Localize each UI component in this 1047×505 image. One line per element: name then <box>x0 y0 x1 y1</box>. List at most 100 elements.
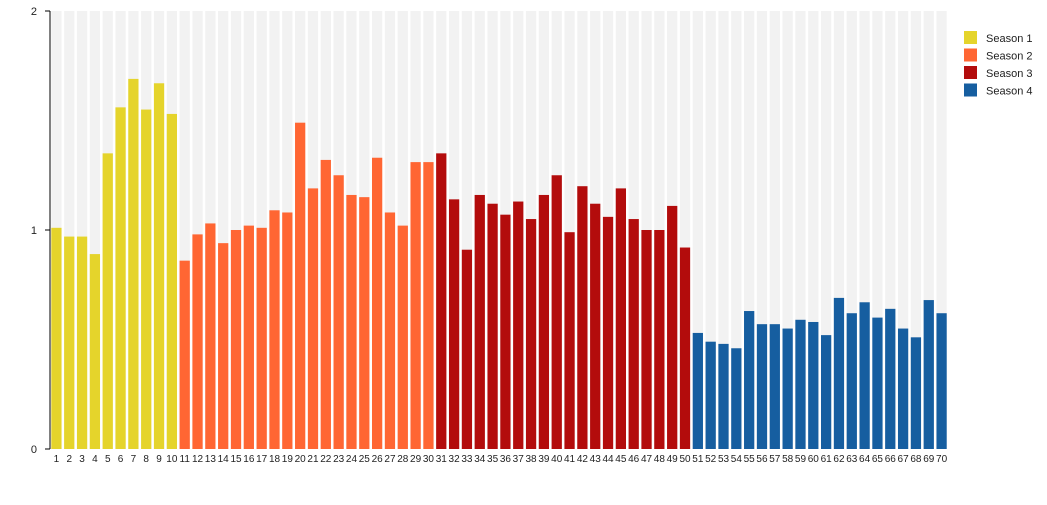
x-tick-label: 12 <box>192 454 204 465</box>
x-tick-label: 13 <box>205 454 217 465</box>
bar-32 <box>448 199 460 449</box>
x-tick-label: 23 <box>333 454 345 465</box>
bar-20 <box>295 122 306 449</box>
x-tick-label: 31 <box>436 454 448 465</box>
bar-8 <box>141 109 152 450</box>
bar-56 <box>756 324 768 449</box>
x-tick-label: 67 <box>898 454 910 465</box>
bar-63 <box>846 313 857 449</box>
x-tick-label: 46 <box>628 454 640 465</box>
x-tick-label: 14 <box>218 454 230 465</box>
x-tick-label: 52 <box>705 454 717 465</box>
bar-42 <box>577 186 588 449</box>
bar-27 <box>384 212 396 449</box>
x-tick-label: 21 <box>307 454 319 465</box>
column-background <box>744 11 755 449</box>
bar-36 <box>500 214 511 449</box>
bar-48 <box>654 230 665 449</box>
bar-26 <box>371 157 383 450</box>
x-tick-label: 9 <box>156 454 162 465</box>
bar-31 <box>436 153 447 449</box>
x-tick-label: 15 <box>230 454 242 465</box>
column-background <box>64 11 75 449</box>
x-tick-label: 20 <box>295 454 307 465</box>
bar-18 <box>269 210 280 449</box>
bar-50 <box>679 247 691 449</box>
bar-5 <box>102 153 113 449</box>
column-background <box>820 11 832 449</box>
bar-37 <box>513 201 524 449</box>
x-tick-label: 33 <box>461 454 473 465</box>
bar-3 <box>76 236 88 449</box>
x-tick-label: 50 <box>679 454 691 465</box>
bar-52 <box>705 341 716 449</box>
x-tick-label: 40 <box>551 454 563 465</box>
x-tick-label: 47 <box>641 454 653 465</box>
legend-label: Season 3 <box>986 68 1032 80</box>
x-tick-label: 37 <box>513 454 525 465</box>
column-background <box>808 11 819 449</box>
x-tick-label: 25 <box>359 454 371 465</box>
bar-39 <box>538 194 550 449</box>
bar-54 <box>731 348 742 449</box>
x-tick-label: 70 <box>936 454 948 465</box>
column-background <box>679 11 691 449</box>
column-background <box>897 11 909 449</box>
bar-9 <box>153 83 165 450</box>
bar-1 <box>51 227 62 449</box>
x-tick-label: 61 <box>821 454 833 465</box>
bar-28 <box>397 225 408 449</box>
column-background <box>859 11 870 449</box>
x-tick-label: 57 <box>769 454 781 465</box>
legend-swatch <box>964 48 977 62</box>
column-background <box>769 11 780 449</box>
column-background <box>718 11 729 449</box>
column-background <box>179 11 190 449</box>
legend-swatch <box>964 31 977 44</box>
bar-55 <box>744 311 755 449</box>
x-tick-label: 3 <box>79 454 85 465</box>
bar-44 <box>602 216 614 449</box>
x-tick-label: 29 <box>410 454 422 465</box>
bar-30 <box>423 162 434 450</box>
x-tick-label: 59 <box>795 454 807 465</box>
legend-swatch <box>964 83 977 97</box>
bar-10 <box>166 113 178 450</box>
bar-13 <box>205 223 216 449</box>
x-tick-label: 38 <box>526 454 538 465</box>
bar-49 <box>667 205 678 449</box>
legend-swatch <box>964 66 977 79</box>
x-tick-label: 11 <box>180 454 191 465</box>
bar-38 <box>525 219 537 449</box>
bar-53 <box>718 343 729 449</box>
bar-21 <box>307 188 319 449</box>
bar-11 <box>179 260 190 449</box>
x-tick-label: 53 <box>718 454 730 465</box>
bar-68 <box>910 337 922 449</box>
x-tick-label: 51 <box>692 454 704 465</box>
x-tick-label: 17 <box>256 454 268 465</box>
legend-label: Season 2 <box>986 51 1032 63</box>
y-tick-label: 2 <box>31 6 37 18</box>
y-tick-label: 1 <box>31 225 37 237</box>
bar-19 <box>282 212 293 449</box>
x-tick-label: 41 <box>564 454 576 465</box>
column-background <box>461 11 473 449</box>
x-tick-label: 2 <box>66 454 72 465</box>
x-tick-label: 28 <box>397 454 409 465</box>
x-tick-label: 55 <box>744 454 756 465</box>
bar-66 <box>885 308 896 449</box>
x-tick-label: 34 <box>474 454 486 465</box>
x-tick-label: 27 <box>384 454 396 465</box>
bar-58 <box>782 328 793 449</box>
column-background <box>936 11 947 449</box>
x-tick-label: 7 <box>131 454 137 465</box>
x-tick-label: 60 <box>808 454 820 465</box>
bar-59 <box>795 319 806 449</box>
x-tick-label: 45 <box>615 454 627 465</box>
x-tick-label: 10 <box>166 454 178 465</box>
bar-24 <box>346 194 357 449</box>
bar-29 <box>410 162 421 450</box>
column-background <box>564 11 575 449</box>
column-background <box>923 11 934 449</box>
